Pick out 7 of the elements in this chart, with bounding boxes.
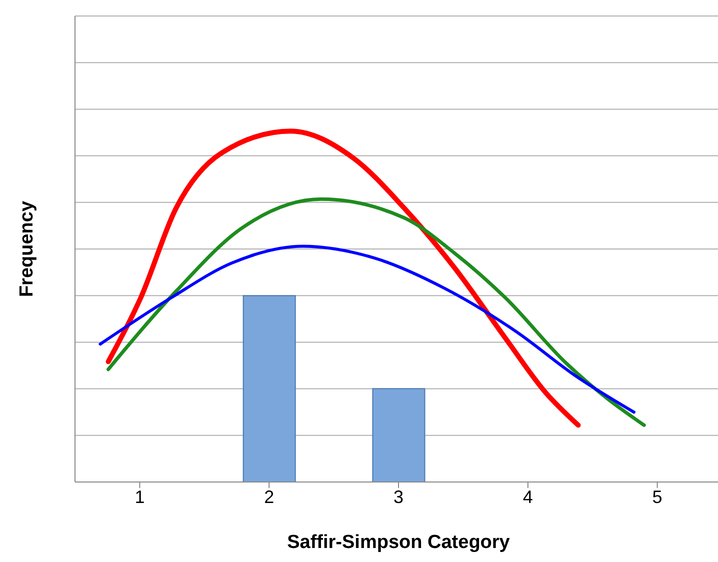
y-axis-title: Frequency <box>16 200 38 298</box>
x-tick-label: 4 <box>522 486 533 507</box>
x-tick-label: 2 <box>264 486 274 507</box>
x-tick-label: 1 <box>134 486 145 507</box>
x-tick-label: 5 <box>652 486 662 507</box>
x-tick-label: 3 <box>393 486 404 507</box>
x-axis-title: Saffir-Simpson Category <box>287 532 510 553</box>
